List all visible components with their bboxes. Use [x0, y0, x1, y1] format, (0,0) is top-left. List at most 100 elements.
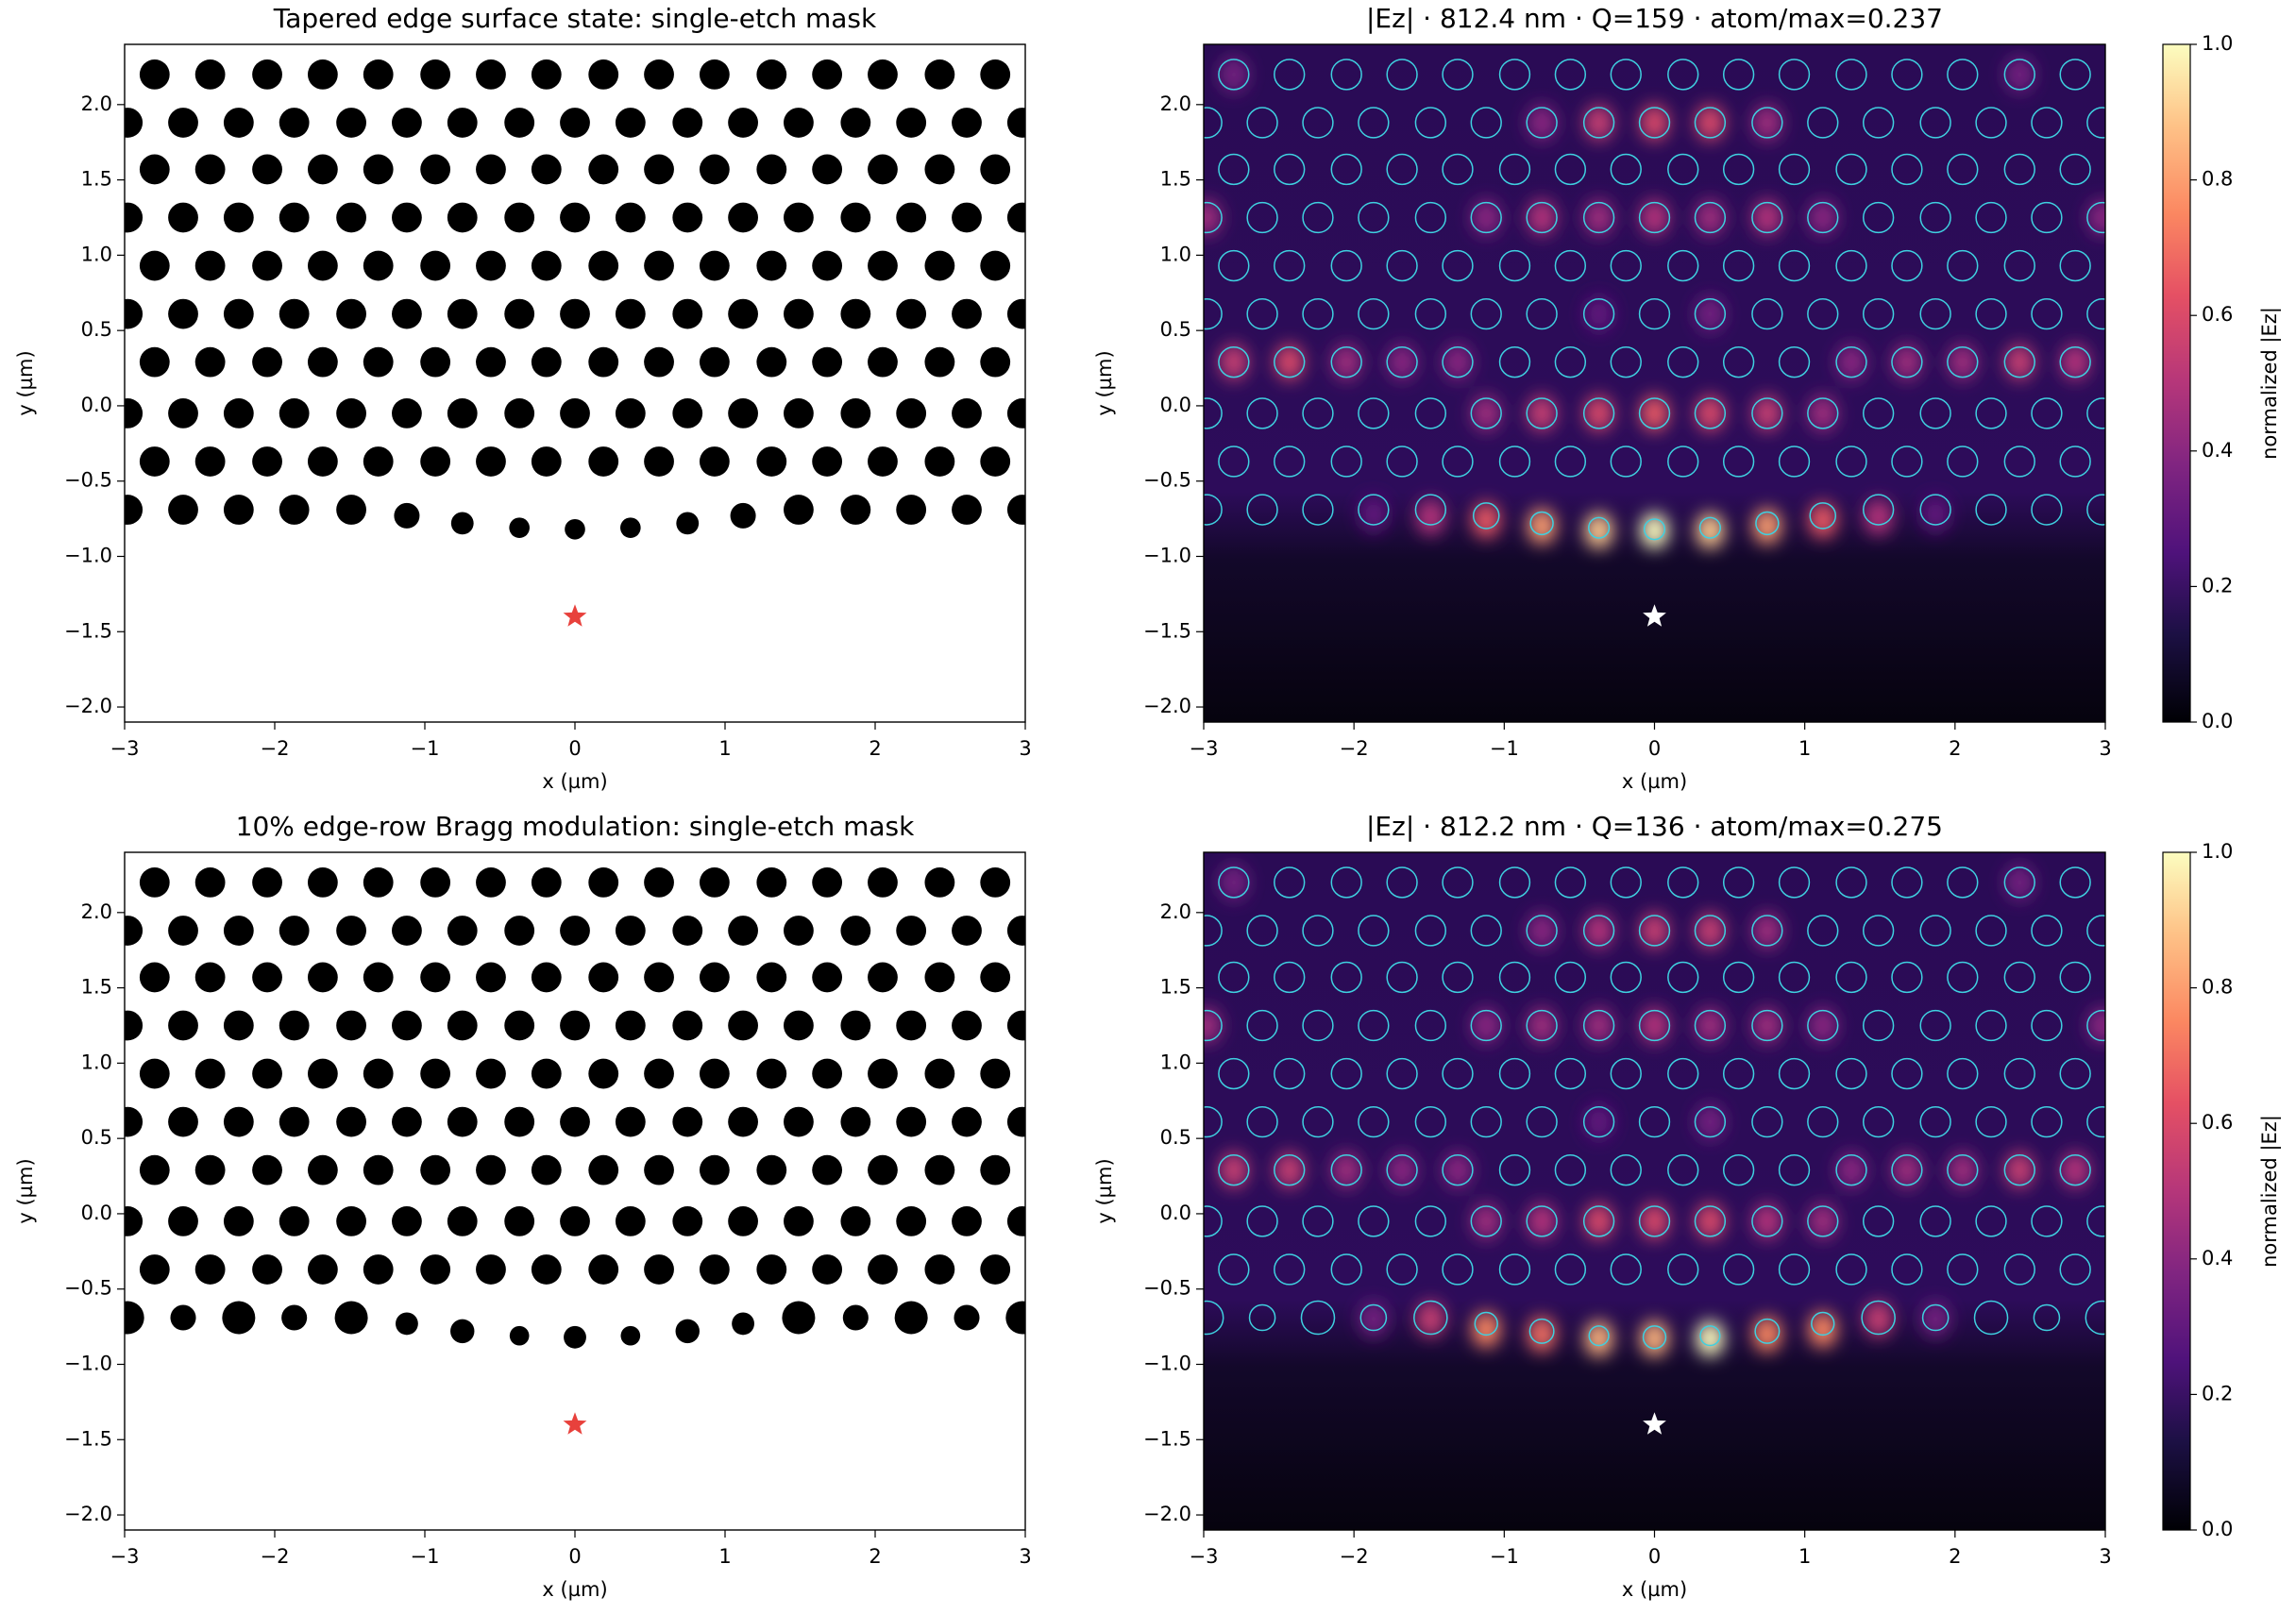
y-tick-label: −1.0 [64, 1352, 112, 1374]
hole-outline [1498, 1057, 1531, 1090]
hole-outline [2059, 961, 2091, 994]
colorbar-tick-label: 1.0 [2202, 32, 2233, 55]
hole-outline [1722, 345, 1755, 378]
field-peak [1640, 395, 1669, 431]
hole-outline [2033, 1303, 2061, 1332]
x-axis-label: x (µm) [1622, 770, 1687, 793]
hole-outline [1947, 345, 1979, 378]
hole-outline [1358, 201, 1390, 234]
hole [812, 154, 843, 185]
hole-outline [1835, 153, 1867, 186]
hole [980, 1154, 1011, 1185]
hole-outline [2059, 1253, 2091, 1286]
hole [699, 59, 730, 90]
hole [560, 108, 590, 138]
hole-outline [2059, 1057, 2091, 1090]
hole-outline [1554, 866, 1587, 899]
hole [125, 916, 144, 946]
chart-title: |Ez| · 812.4 nm · Q=159 · atom/max=0.237 [1366, 3, 1943, 34]
edge-hole [125, 495, 144, 525]
hole [531, 59, 562, 90]
x-tick-label: −2 [261, 1545, 290, 1568]
hole-outline [2031, 915, 2063, 947]
hole [615, 1106, 646, 1137]
field-peak [1528, 104, 1557, 141]
hole [980, 962, 1011, 993]
hole [784, 1106, 814, 1137]
hole-outline [1807, 915, 1839, 947]
hole-outline [1862, 107, 1895, 139]
hole [363, 1254, 394, 1285]
hole [476, 1154, 506, 1185]
y-tick-label: 1.0 [1160, 243, 1191, 265]
hole [307, 867, 338, 898]
hole [980, 59, 1011, 90]
hole [699, 250, 730, 281]
hole-outline [1442, 1153, 1474, 1186]
hole-outline [2003, 153, 2035, 186]
field-peak [1864, 499, 1893, 536]
hole [252, 154, 282, 185]
hole-outline [1386, 249, 1418, 282]
hole-outline [1643, 518, 1666, 541]
hole [363, 346, 394, 378]
hole [560, 202, 590, 233]
hole-outline [2003, 866, 2035, 899]
hole-outline [2003, 1153, 2035, 1186]
hole [644, 962, 674, 993]
hole-outline [1807, 201, 1839, 234]
x-tick-label: 3 [2099, 1545, 2111, 1568]
hole [924, 1154, 955, 1185]
hole-outline [1386, 1153, 1418, 1186]
hole [139, 154, 170, 185]
hole [139, 346, 170, 378]
hole-outline [1218, 1153, 1250, 1186]
hole-outline [1638, 397, 1671, 429]
hole-outline [1809, 502, 1837, 530]
hole-outline [1947, 249, 1979, 282]
hole [560, 1206, 590, 1236]
field-peak [1640, 912, 1669, 949]
hole [784, 916, 814, 946]
hole-outline [1274, 153, 1306, 186]
hole-outline [1975, 1105, 2007, 1138]
hole [699, 346, 730, 378]
field-peak [1219, 864, 1248, 900]
hole-outline [1722, 961, 1755, 994]
hole [784, 298, 814, 329]
hole-outline [1330, 59, 1362, 91]
hole [194, 154, 226, 185]
hole-outline [1218, 446, 1250, 478]
hole-outline [1582, 397, 1615, 429]
hole [588, 59, 619, 90]
hole-outline [1472, 502, 1500, 530]
hole [392, 916, 422, 946]
hole [476, 1254, 506, 1285]
hole [812, 1154, 843, 1185]
hole-outline [1414, 1105, 1447, 1138]
hole [279, 298, 310, 329]
field-glow [1204, 56, 2105, 549]
hole [476, 1058, 506, 1089]
hole [223, 398, 254, 429]
field-peak [1808, 1007, 1837, 1044]
hole-outline [2059, 1153, 2091, 1186]
hole-outline [2086, 1105, 2105, 1138]
hole-outline [1947, 153, 1979, 186]
hole-outline [2003, 249, 2035, 282]
x-tick-label: −3 [110, 1545, 140, 1568]
hole-outline [1638, 1009, 1671, 1042]
field-peak [1752, 508, 1781, 545]
hole [952, 1106, 982, 1137]
hole [644, 250, 674, 281]
y-axis-label: y (µm) [14, 350, 37, 415]
hole-outline [2003, 59, 2035, 91]
edge-hole [782, 1301, 816, 1335]
hole [476, 446, 506, 477]
hole-outline [1778, 59, 1811, 91]
hole [812, 1058, 843, 1089]
hole [868, 1058, 898, 1089]
hole-outline [1638, 1205, 1671, 1237]
hole-outline [1921, 1303, 1950, 1332]
hole-outline [1386, 1253, 1418, 1286]
